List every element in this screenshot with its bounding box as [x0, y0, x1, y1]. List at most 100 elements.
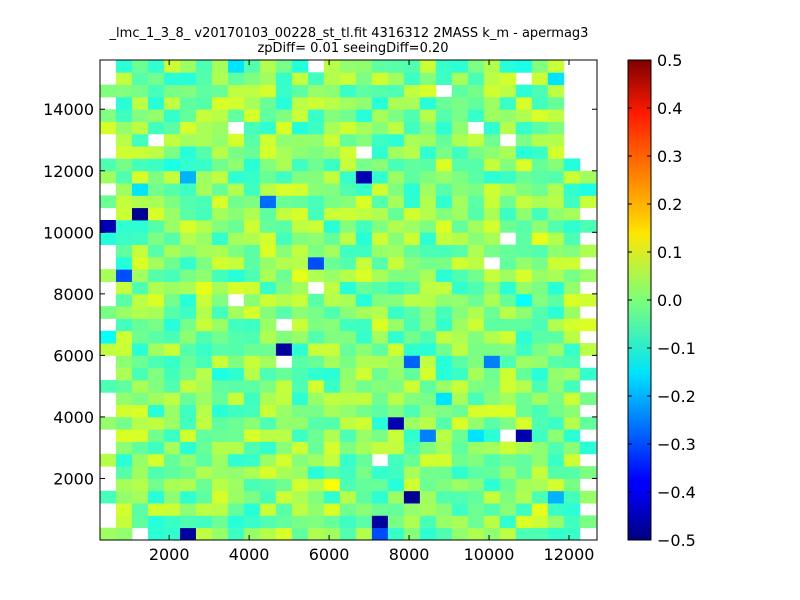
heatmap-cell [387, 146, 405, 159]
heatmap-cell [227, 466, 245, 479]
heatmap-cell [243, 416, 261, 430]
heatmap-cell [275, 244, 293, 258]
heatmap-cell [387, 392, 405, 406]
heatmap-cell [115, 72, 133, 86]
heatmap-cell [435, 293, 453, 307]
heatmap-cell [515, 490, 533, 504]
heatmap-cell [211, 429, 229, 442]
heatmap-cell [227, 527, 245, 540]
heatmap-cell [307, 244, 325, 258]
heatmap-cell [275, 96, 293, 110]
heatmap-cell [179, 170, 197, 184]
heatmap-cell [163, 60, 181, 73]
heatmap-cell [115, 96, 133, 110]
heatmap-cell [115, 293, 133, 307]
heatmap-cell [579, 392, 597, 406]
heatmap-cell [515, 503, 533, 516]
heatmap-cell [243, 220, 261, 233]
heatmap-cell [243, 367, 261, 381]
heatmap-cell [211, 404, 229, 418]
heatmap-cell [563, 293, 581, 307]
heatmap-cell [499, 343, 517, 356]
heatmap-cell [163, 441, 181, 455]
heatmap-cell [275, 220, 293, 233]
heatmap-cell [371, 478, 389, 492]
heatmap-cell [547, 133, 565, 147]
heatmap-cell [179, 527, 197, 540]
heatmap-cell [515, 220, 533, 233]
heatmap-cell [483, 244, 501, 258]
heatmap-cell [499, 380, 517, 393]
heatmap-cell [291, 330, 309, 344]
heatmap-cell [499, 195, 517, 209]
heatmap-cell [195, 84, 213, 98]
colorbar-tick-label: −0.2 [657, 387, 696, 406]
heatmap-cell [339, 490, 357, 504]
heatmap-cell [131, 183, 149, 196]
heatmap-cell [100, 170, 117, 184]
heatmap-cell [275, 109, 293, 122]
heatmap-cell [211, 158, 229, 172]
heatmap-cell [259, 133, 277, 147]
heatmap-cell [163, 318, 181, 332]
heatmap-cell [483, 146, 501, 159]
heatmap-cell [291, 343, 309, 356]
heatmap-cell [339, 220, 357, 233]
heatmap-cell [259, 330, 277, 344]
heatmap-cell [355, 269, 373, 282]
heatmap-cell [323, 281, 341, 295]
heatmap-cell [563, 244, 581, 258]
heatmap-cell [563, 195, 581, 209]
heatmap-cell [403, 220, 421, 233]
heatmap-cell [563, 281, 581, 295]
heatmap-cell [387, 195, 405, 209]
heatmap-cell [323, 293, 341, 307]
heatmap-cell [195, 195, 213, 209]
heatmap-cell [115, 515, 133, 529]
heatmap-cell [435, 60, 453, 73]
heatmap-cell [259, 367, 277, 381]
heatmap-cell [499, 355, 517, 369]
heatmap-cell [531, 170, 549, 184]
y-tick-label: 4000 [53, 408, 94, 427]
heatmap-cell [339, 515, 357, 529]
heatmap-cell [163, 453, 181, 467]
heatmap-cell [163, 404, 181, 418]
heatmap-cell [403, 380, 421, 393]
heatmap-cell [147, 355, 165, 369]
heatmap-cell [179, 109, 197, 122]
heatmap-cell [419, 72, 437, 86]
heatmap-cell [579, 343, 597, 356]
heatmap-cell [131, 367, 149, 381]
heatmap-cell [483, 232, 501, 246]
heatmap-cell [115, 281, 133, 295]
heatmap-cell [547, 355, 565, 369]
heatmap-cell [259, 84, 277, 98]
heatmap-cell [339, 195, 357, 209]
heatmap-cell [259, 183, 277, 196]
heatmap-cell [515, 343, 533, 356]
heatmap-cell [563, 183, 581, 196]
heatmap-cell [419, 269, 437, 282]
heatmap-cell [371, 121, 389, 135]
heatmap-cell [451, 416, 469, 430]
heatmap-cell [259, 195, 277, 209]
heatmap-cell [371, 195, 389, 209]
heatmap-cell [323, 503, 341, 516]
heatmap-cell [563, 466, 581, 479]
heatmap-cell [339, 232, 357, 246]
heatmap-cell [355, 232, 373, 246]
heatmap-cell [211, 503, 229, 516]
heatmap-cell [163, 146, 181, 159]
heatmap-cell [355, 96, 373, 110]
heatmap-cell [227, 318, 245, 332]
heatmap-cell [115, 503, 133, 516]
heatmap-cell [147, 195, 165, 209]
heatmap-cell [147, 515, 165, 529]
heatmap-cell [211, 466, 229, 479]
heatmap-cell [131, 96, 149, 110]
heatmap-cell [100, 306, 117, 319]
heatmap-cell [211, 441, 229, 455]
x-tick-label: 8000 [389, 545, 430, 564]
heatmap-cell [259, 121, 277, 135]
